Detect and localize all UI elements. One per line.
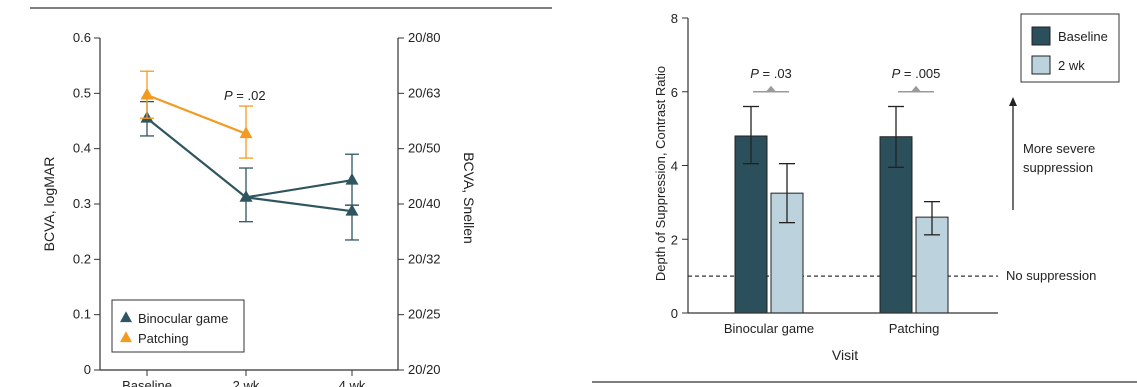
series-extra (245, 196, 359, 241)
series-line (245, 179, 353, 199)
series-line (146, 117, 247, 199)
y-tick-label-right: 20/40 (408, 196, 441, 211)
data-point (239, 126, 253, 139)
legend-marker (120, 331, 132, 343)
legend-label: Baseline (1058, 29, 1108, 44)
x-tick-label: Binocular game (724, 321, 814, 336)
reference-label: No suppression (1006, 268, 1096, 283)
y-axis-title: BCVA, logMAR (41, 157, 57, 252)
x-axis-title: Visit (832, 347, 858, 363)
right-chart: No suppression 0 2 4 6 8 Binocular game Patchin… (592, 11, 1137, 383)
y-tick-label-right: 20/80 (408, 30, 441, 45)
legend: Binocular game Patching (111, 299, 245, 353)
y-axis-title: Depth of Suppression, Contrast Ratio (653, 66, 668, 281)
significance-marker (911, 85, 921, 92)
legend-swatch (1031, 55, 1051, 75)
y-tick-label: 0.1 (73, 307, 91, 322)
p-label: P (892, 66, 901, 81)
p-label: P (224, 88, 233, 103)
x-tick-label: 4 wk (339, 378, 366, 387)
series-2-wk (770, 163, 949, 314)
x-tick-label: Patching (889, 321, 940, 336)
p-value-annotation: P = .005 (892, 66, 941, 81)
x-tick-label: Baseline (122, 378, 172, 387)
x-tick-label: 2 wk (233, 378, 260, 387)
p-value-annotation: P = .02 (224, 88, 266, 103)
severity-label: More severe (1023, 141, 1095, 156)
y-tick-label: 0.6 (73, 30, 91, 45)
y-tick-label: 0.3 (73, 196, 91, 211)
p-value: = .005 (900, 66, 940, 81)
series-line (245, 196, 353, 213)
y-tick-label: 8 (671, 11, 678, 26)
legend-label: 2 wk (1058, 58, 1085, 73)
y-tick-label: 0 (671, 306, 678, 321)
y-tick-label-right: 20/25 (408, 307, 441, 322)
y-tick-label-right: 20/20 (408, 362, 441, 377)
series-baseline (734, 105, 913, 314)
y-tick-label-right: 20/32 (408, 251, 441, 266)
y-tick-label-right: 20/63 (408, 85, 441, 100)
data-point (140, 87, 154, 100)
legend-swatch (1031, 26, 1051, 46)
y-tick-label: 0.5 (73, 85, 91, 100)
y-tick-label: 6 (671, 85, 678, 100)
y-axis-title-right: BCVA, Snellen (461, 152, 477, 244)
series-line (146, 93, 247, 135)
legend-label: Binocular game (138, 311, 228, 326)
y-tick-label: 0 (84, 362, 91, 377)
series-patching (140, 70, 253, 159)
legend-box (111, 299, 245, 353)
y-tick-label: 0.4 (73, 141, 91, 156)
legend: Baseline 2 wk (1020, 13, 1120, 83)
legend-label: Patching (138, 331, 189, 346)
p-value-annotation: P = .03 (750, 66, 792, 81)
data-point (345, 172, 359, 185)
y-tick-label: 2 (671, 232, 678, 247)
left-chart: 0 20/20 0.1 20/25 0.2 20/32 0.3 20/40 0.4 20/50 0.… (30, 7, 552, 387)
p-value: = .02 (233, 88, 266, 103)
severity-arrowhead (1009, 97, 1017, 106)
legend-marker (120, 311, 132, 323)
data-point (345, 203, 359, 216)
severity-label: suppression (1023, 160, 1093, 175)
y-tick-label-right: 20/50 (408, 141, 441, 156)
p-value: = .03 (759, 66, 792, 81)
series-binocular-game (140, 100, 359, 223)
p-label: P (750, 66, 759, 81)
y-tick-label: 0.2 (73, 251, 91, 266)
significance-marker (766, 85, 776, 92)
y-tick-label: 4 (671, 159, 678, 174)
